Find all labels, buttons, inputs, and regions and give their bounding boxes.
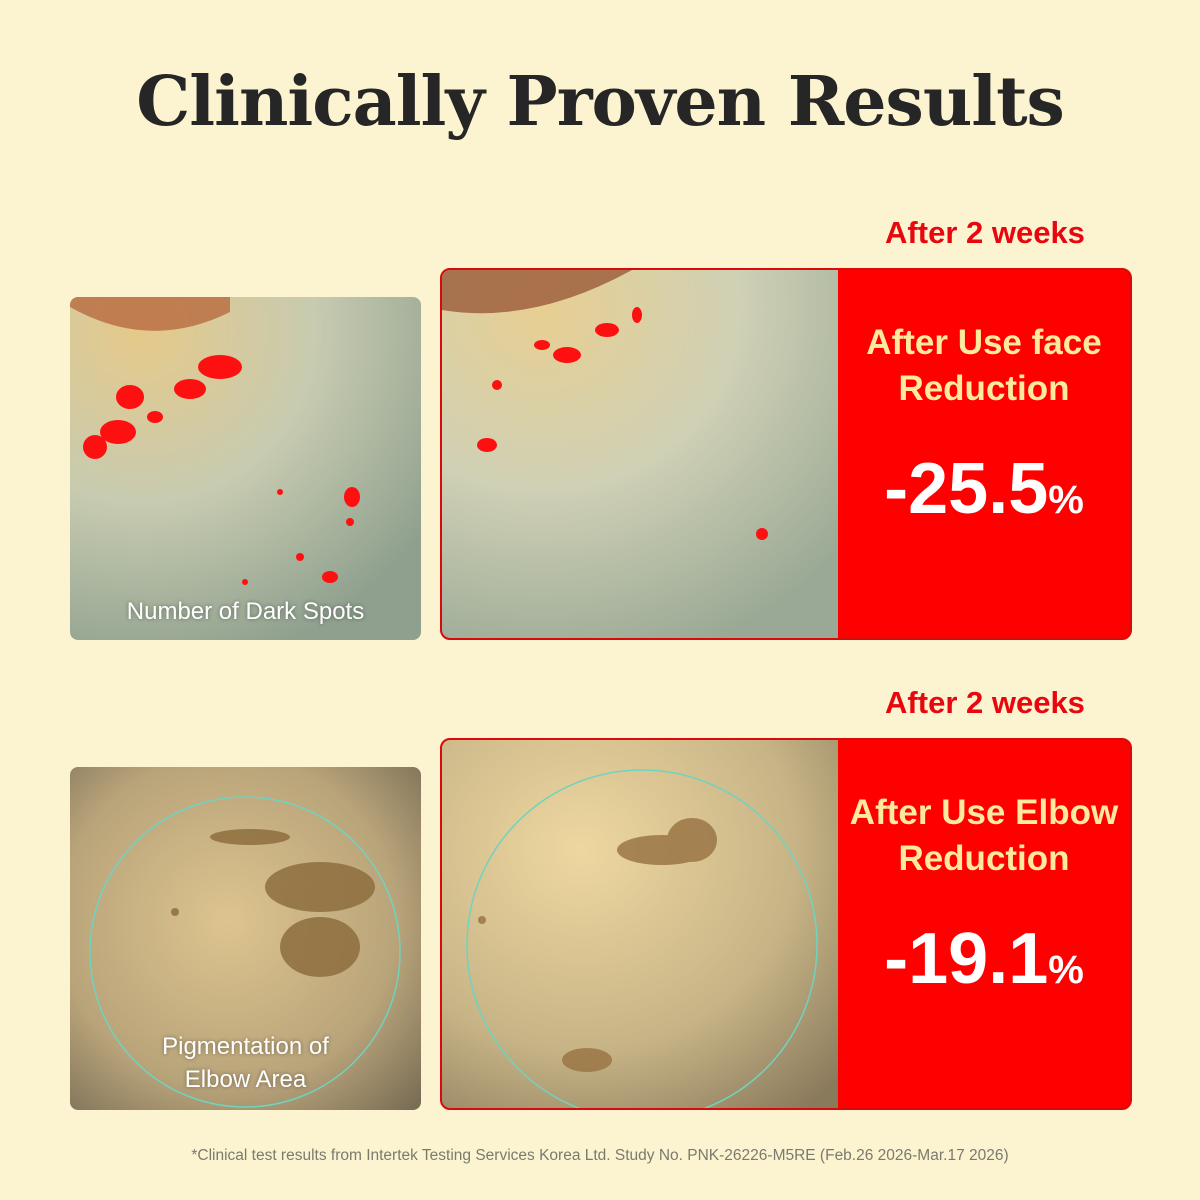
- eyelid: [442, 270, 632, 314]
- skin-photo: [442, 740, 840, 1108]
- eyelid: [70, 297, 230, 331]
- dark-spots: [83, 355, 360, 585]
- result-value: -19.1: [884, 919, 1049, 999]
- skin-photo: [442, 270, 840, 638]
- after-card: After Use Elbow Reduction -19.1%: [440, 738, 1132, 1110]
- pigmentation: [478, 818, 717, 1072]
- result-text: After Use face Reduction: [838, 320, 1130, 412]
- label-line: Elbow Area: [184, 1066, 307, 1093]
- skin: [442, 740, 840, 1108]
- skin-photo: [70, 297, 421, 640]
- area-circle: [466, 769, 818, 1108]
- pigmentation: [171, 829, 375, 977]
- skin-photo: [70, 767, 421, 1110]
- period: After 2 weeks: [885, 685, 1085, 720]
- footnote: *Clinical test results from Intertek Tes…: [191, 1147, 1009, 1164]
- result-line: Reduction: [898, 839, 1070, 878]
- skin: [442, 270, 840, 638]
- result-box: After Use Elbow Reduction -19.1%: [838, 740, 1130, 1108]
- before-label: Pigmentation of Elbow Area: [70, 1030, 421, 1096]
- title: Clinically Proven Results: [136, 62, 1065, 142]
- before-image: Pigmentation of Elbow Area: [70, 767, 421, 1110]
- result-number: -25.5%: [838, 448, 1130, 530]
- result-line: After Use face: [866, 323, 1102, 362]
- result-value: -25.5: [884, 449, 1049, 529]
- result-text: After Use Elbow Reduction: [838, 790, 1130, 882]
- area-circle: [89, 796, 401, 1108]
- period: After 2 weeks: [885, 215, 1085, 250]
- result-unit: %: [1048, 478, 1084, 522]
- before-image: Number of Dark Spots: [70, 297, 421, 640]
- result-line: Reduction: [898, 369, 1070, 408]
- result-number: -19.1%: [838, 918, 1130, 1000]
- label-line: Pigmentation of: [162, 1033, 329, 1060]
- after-card: After Use face Reduction -25.5%: [440, 268, 1132, 640]
- result-box: After Use face Reduction -25.5%: [838, 270, 1130, 638]
- skin: [70, 297, 421, 640]
- before-label: Number of Dark Spots: [70, 595, 421, 628]
- result-unit: %: [1048, 948, 1084, 992]
- result-line: After Use Elbow: [849, 793, 1119, 832]
- dark-spots: [477, 307, 768, 540]
- label-line: Number of Dark Spots: [126, 598, 365, 625]
